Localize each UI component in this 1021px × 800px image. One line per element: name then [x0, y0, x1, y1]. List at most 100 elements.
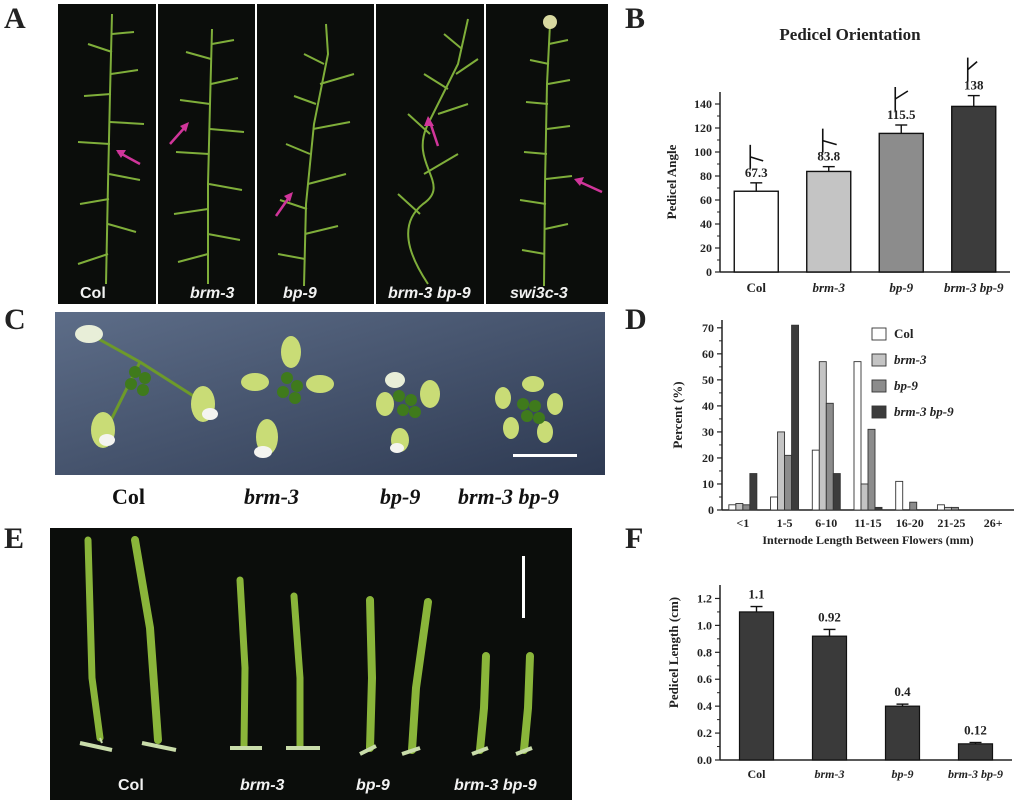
x-tick-label: brm-3 [813, 280, 846, 295]
y-tick-label: 20 [700, 241, 712, 255]
bar [791, 324, 800, 511]
data-label: 138 [964, 78, 984, 93]
angle-glyph-pedicel [967, 60, 978, 71]
x-tick-label: Col [747, 280, 767, 295]
strip-label-bp9: bp-9 [283, 285, 317, 302]
legend-swatch [871, 327, 887, 341]
bar [832, 473, 841, 511]
bar [784, 454, 793, 511]
genotype-label-double: brm-3 bp-9 [458, 484, 559, 509]
chart-f: 0.0 0.2 0.4 0.6 0.8 1.0 1.2 Pedicel Length (cm)… [650, 555, 1021, 800]
y-tick-label: 100 [694, 145, 712, 159]
y-axis-label: Pedicel Angle [664, 144, 679, 219]
silique-label-brm3: brm-3 [240, 777, 285, 794]
swi3c-flower [543, 15, 557, 29]
data-label: 0.12 [964, 723, 987, 738]
x-tick-label: 11-15 [854, 516, 881, 530]
bar [738, 611, 775, 761]
bp9-inflorescence [277, 23, 355, 287]
y-tick-label: 0.4 [697, 699, 712, 713]
panel-label-b: B [625, 2, 646, 35]
bar [951, 105, 997, 273]
y-tick-label: 0.6 [697, 672, 712, 686]
brm3-siliques [230, 576, 320, 750]
panel-label-e: E [4, 522, 25, 555]
bar [853, 361, 862, 511]
bar [874, 506, 883, 511]
bar [884, 705, 921, 761]
y-axis-label: Pedicel Length (cm) [666, 597, 681, 708]
col-siliques [79, 536, 177, 752]
double-cluster [495, 376, 563, 443]
y-tick-label: 10 [702, 477, 714, 491]
bar [749, 473, 758, 511]
x-tick-label: bp-9 [892, 767, 914, 781]
brm3-cluster [241, 336, 334, 458]
y-tick-label: 50 [702, 373, 714, 387]
silique-label-col: Col [118, 777, 144, 794]
panel-label-a: A [4, 2, 26, 35]
bar [950, 506, 959, 511]
data-label: 1.1 [748, 587, 764, 602]
scale-bar-c [513, 454, 577, 457]
scale-bar-e [522, 556, 525, 618]
x-tick-label: Col [748, 767, 767, 781]
x-axis-label: Internode Length Between Flowers (mm) [762, 533, 973, 547]
silique-label-bp9: bp-9 [356, 777, 390, 794]
y-tick-label: 40 [700, 217, 712, 231]
bar [806, 170, 852, 273]
y-tick-label: 0 [706, 265, 712, 279]
y-tick-label: 120 [694, 121, 712, 135]
chart-f-svg: 0.0 0.2 0.4 0.6 0.8 1.0 1.2 Pedicel Length (cm)… [666, 585, 1012, 781]
bp9-arrowhead [284, 192, 293, 202]
panel-a-photo: Col brm-3 bp-9 brm-3 bp-9 swi3c-3 [58, 4, 608, 304]
angle-glyph-pedicel [894, 90, 909, 100]
x-tick-label: brm-3 bp-9 [948, 767, 1003, 781]
flower-clusters [55, 312, 605, 475]
x-tick-label: 6-10 [815, 516, 837, 530]
y-tick-label: 0.0 [697, 753, 712, 767]
bar [811, 449, 820, 511]
double-arrowhead [424, 116, 434, 126]
genotype-label-col: Col [112, 484, 145, 509]
data-label: 115.5 [887, 107, 916, 122]
silique-label-double: brm-3 bp-9 [454, 777, 537, 794]
bar [936, 504, 945, 511]
col-cluster [75, 325, 218, 448]
double-siliques [471, 652, 534, 756]
bar [943, 506, 952, 511]
genotype-label-bp9: bp-9 [380, 484, 421, 509]
x-tick-label: 1-5 [777, 516, 793, 530]
bp9-siliques [359, 596, 432, 756]
swi3c-arrowhead [574, 177, 584, 186]
swi3c-inflorescence [519, 23, 573, 287]
strip-label-double: brm-3 bp-9 [388, 285, 471, 302]
y-tick-label: 1.2 [697, 591, 712, 605]
bar [770, 496, 779, 511]
y-tick-label: 40 [702, 399, 714, 413]
legend-entry: brm-3 bp-9 [894, 404, 954, 419]
x-tick-label: bp-9 [889, 280, 913, 295]
x-tick-label: brm-3 [815, 767, 845, 781]
panel-c-photo [55, 312, 605, 475]
y-tick-label: 1.0 [697, 618, 712, 632]
panel-label-c: C [4, 303, 26, 336]
swi3c-arrow [579, 180, 603, 194]
panel-label-f: F [625, 522, 644, 555]
bar [957, 743, 994, 761]
strip-label-brm3: brm-3 [190, 285, 235, 302]
chart-d-svg: 0 10 20 30 40 50 60 70 Percent (%) Internode Leng… [670, 320, 1014, 547]
y-tick-label: 60 [700, 193, 712, 207]
data-label: 67.3 [745, 165, 768, 180]
data-label: 83.8 [817, 149, 840, 164]
brm3-arrowhead [180, 122, 189, 132]
x-tick-label: 21-25 [937, 516, 965, 530]
y-tick-label: 80 [700, 169, 712, 183]
bar [733, 190, 779, 273]
silique-photo: Col brm-3 bp-9 brm-3 bp-9 [79, 536, 537, 794]
y-tick-label: 70 [702, 321, 714, 335]
bar [867, 428, 876, 511]
strip-bp9-bg [257, 4, 374, 304]
legend-swatch [871, 405, 887, 419]
bar [735, 503, 744, 511]
